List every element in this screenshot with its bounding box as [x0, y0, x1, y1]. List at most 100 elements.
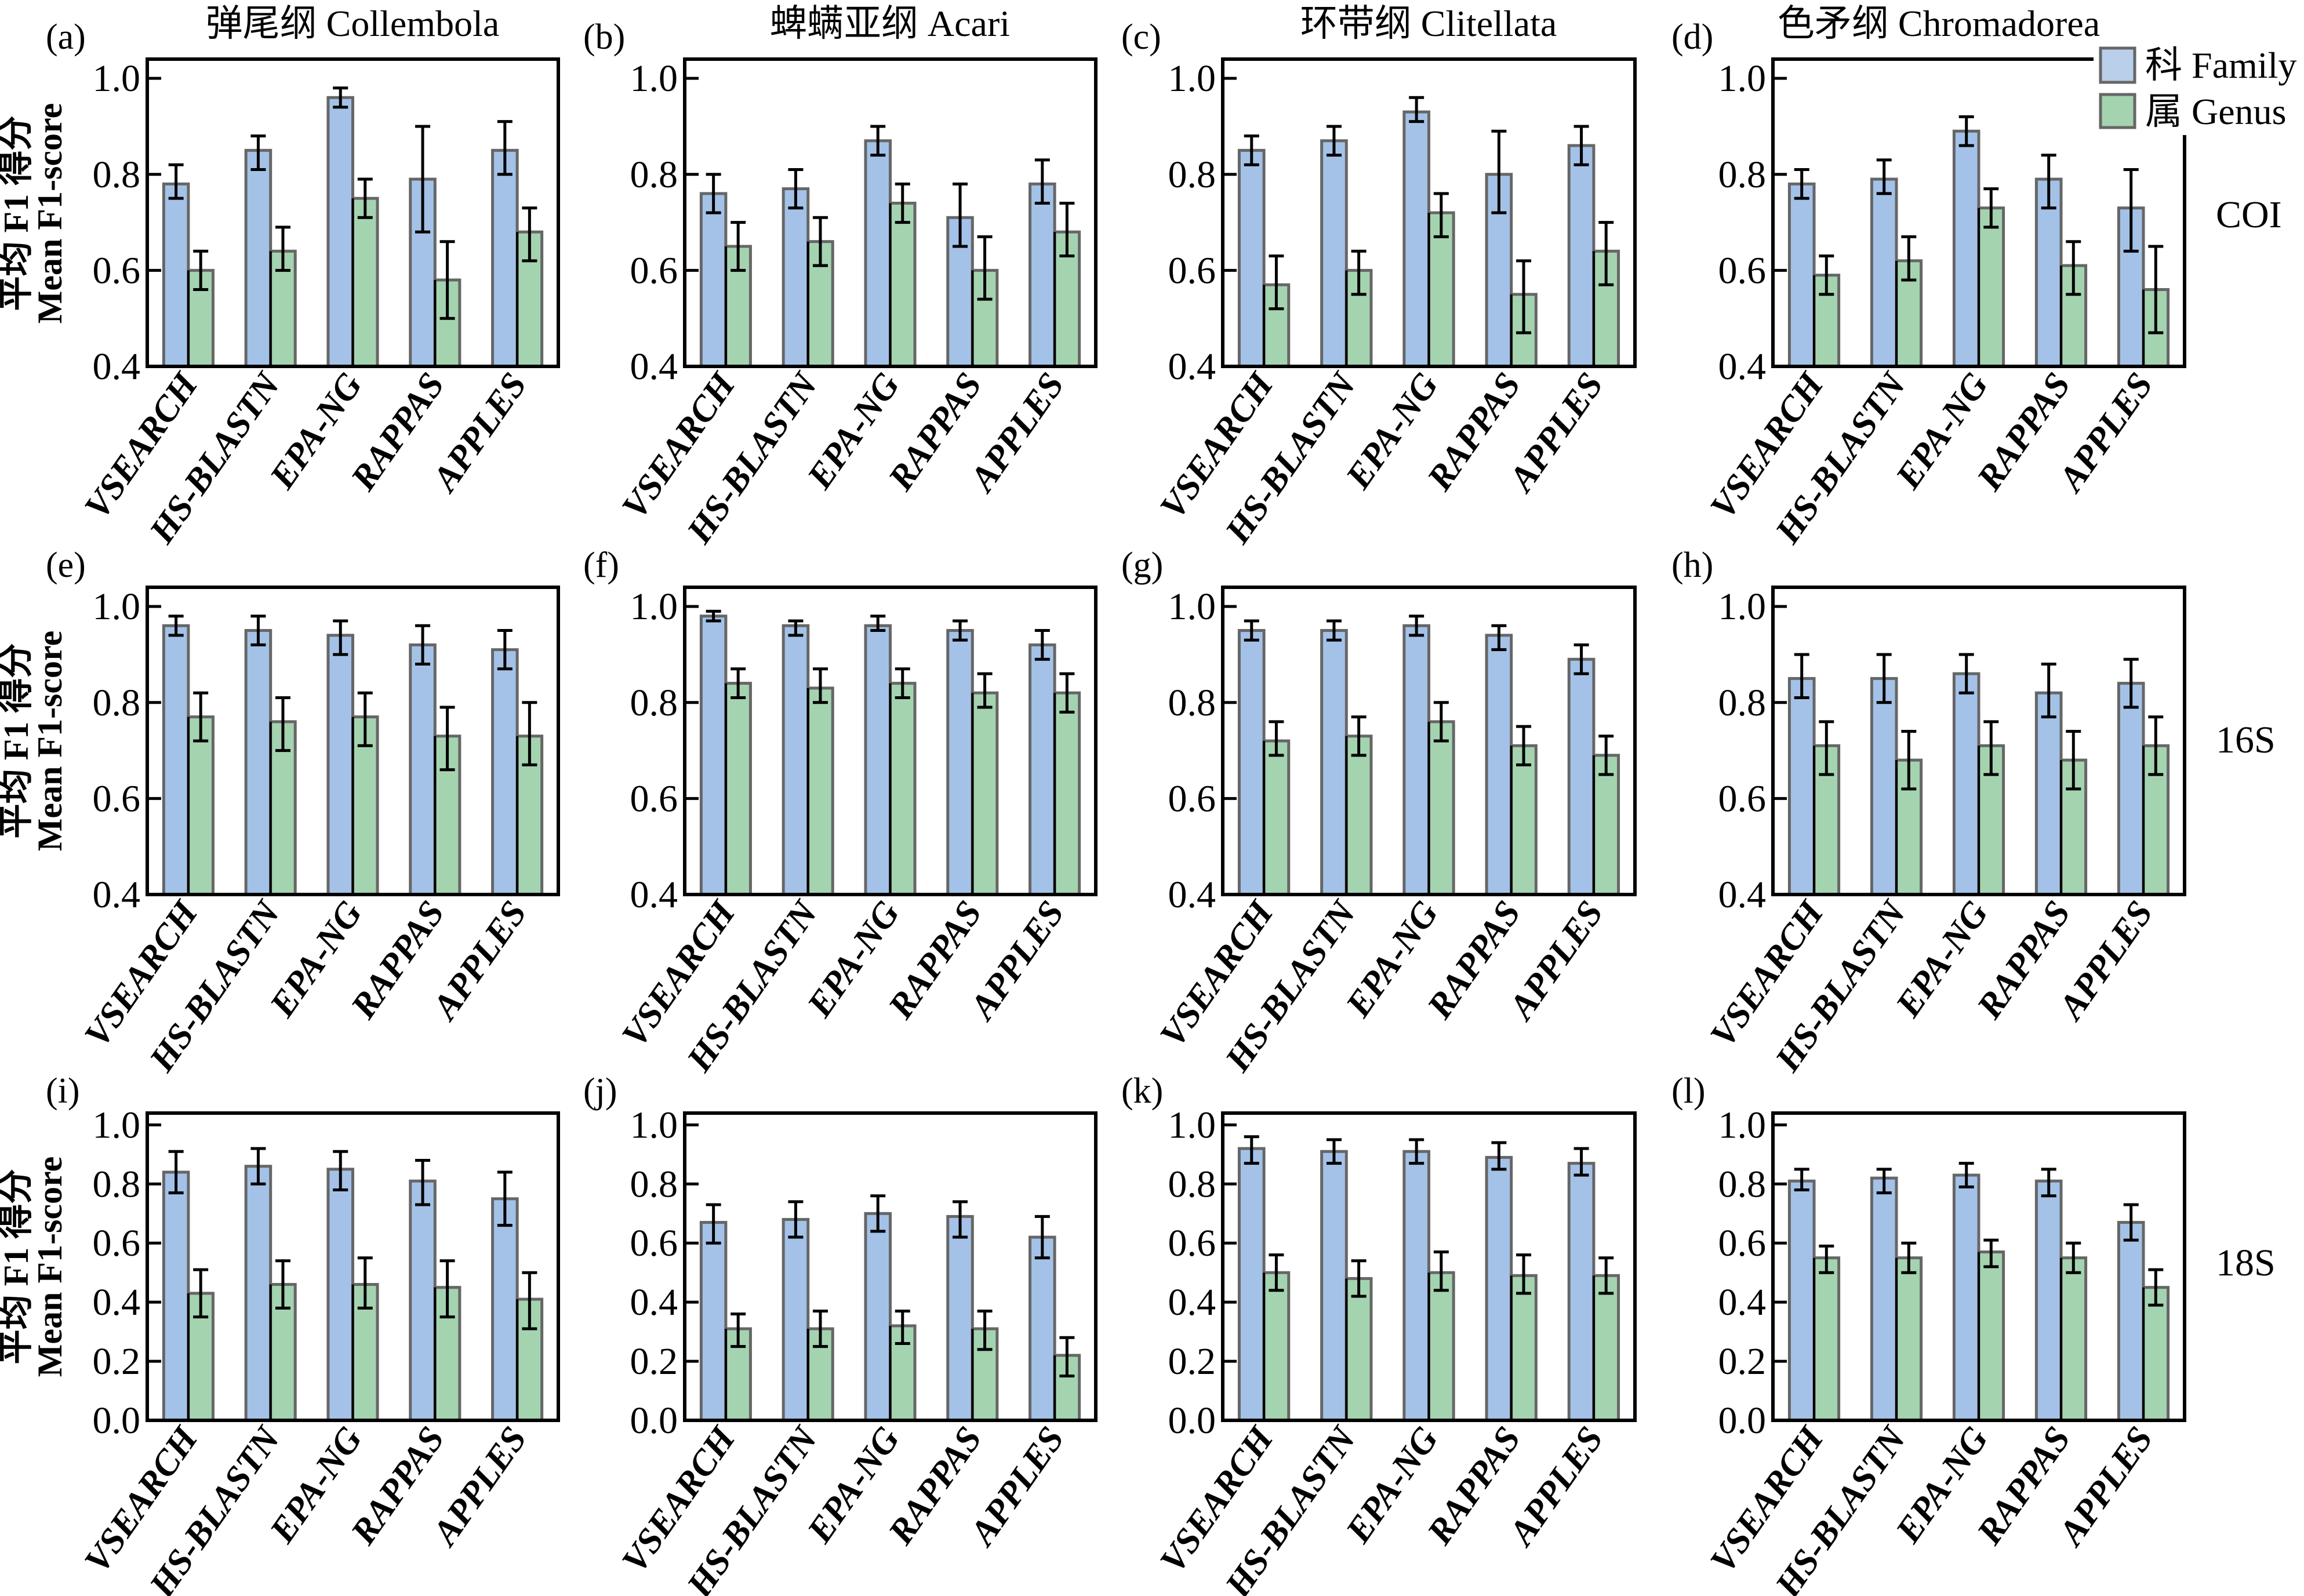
error-bar-family-vsearch — [1244, 619, 1259, 642]
y-tick-label: 0.8 — [1718, 154, 1767, 196]
error-bar-genus-vsearch — [1269, 720, 1284, 757]
error-bar-family-hs-blastn — [250, 615, 266, 646]
error-bar-genus-hs-blastn — [812, 667, 828, 704]
error-bar-genus-hs-blastn — [275, 1259, 290, 1310]
error-bar-genus-vsearch — [193, 249, 209, 291]
y-tick-label: 0.4 — [1718, 874, 1767, 916]
panel-letter: (f) — [583, 546, 619, 585]
plot-frame — [1221, 586, 1637, 896]
bar-genus-epa-ng — [1977, 206, 2005, 368]
panel-i: (i)0.00.20.40.60.81.0VSEARCHHS-BLASTNEPA… — [46, 1071, 560, 1596]
error-bar-family-apples — [497, 1170, 513, 1227]
error-bar-family-hs-blastn — [1876, 158, 1892, 195]
y-tick-label: 0.4 — [1718, 1281, 1767, 1324]
error-bar-family-vsearch — [706, 1203, 721, 1245]
error-bar-genus-hs-blastn — [275, 696, 290, 752]
error-bar-family-apples — [1034, 1215, 1050, 1260]
y-tick-label: 0.0 — [630, 1399, 678, 1442]
y-tick-label: 0.4 — [630, 874, 678, 916]
bar-family-epa-ng — [1952, 129, 1980, 368]
y-tick-label: 0.8 — [93, 1163, 141, 1205]
error-bar-genus-vsearch — [193, 691, 209, 743]
error-bar-family-vsearch — [706, 173, 721, 215]
panel-j: (j)0.00.20.40.60.81.0VSEARCHHS-BLASTNEPA… — [583, 1071, 1098, 1596]
bar-genus-vsearch — [724, 682, 752, 896]
error-bar-genus-epa-ng — [1433, 192, 1449, 238]
bar-family-epa-ng — [326, 1168, 355, 1422]
error-bar-family-rappas — [415, 125, 431, 234]
error-bar-genus-vsearch — [193, 1268, 209, 1319]
panel-letter: (i) — [46, 1071, 80, 1111]
bar-family-hs-blastn — [782, 1217, 810, 1422]
error-bar-genus-hs-blastn — [1901, 1241, 1917, 1274]
y-tick-label: 0.4 — [1168, 1281, 1216, 1324]
bar-family-hs-blastn — [1320, 629, 1348, 896]
error-bar-family-rappas — [1491, 1141, 1507, 1171]
error-bar-family-rappas — [415, 624, 431, 666]
ylabel-zh: 平均 F1 得分 — [0, 116, 35, 311]
bar-family-hs-blastn — [782, 187, 810, 368]
bar-family-rappas — [2034, 177, 2063, 368]
plot-frame — [146, 586, 560, 896]
bar-family-epa-ng — [1402, 1150, 1431, 1422]
error-bar-genus-rappas — [2066, 1241, 2081, 1274]
error-bar-genus-rappas — [1516, 259, 1532, 335]
error-bar-genus-hs-blastn — [1351, 715, 1367, 757]
bar-genus-epa-ng — [1977, 1250, 2005, 1422]
y-tick-label: 0.2 — [93, 1340, 141, 1383]
error-bar-genus-rappas — [439, 706, 455, 772]
error-bar-family-hs-blastn — [1326, 1138, 1342, 1165]
error-bar-family-vsearch — [1794, 1168, 1809, 1191]
y-tick-label: 1.0 — [1718, 586, 1767, 628]
bar-genus-vsearch — [187, 715, 215, 896]
bar-family-rappas — [1485, 1155, 1513, 1422]
bar-genus-apples — [2142, 1286, 2170, 1422]
legend-label-genus: 属 Genus — [2145, 91, 2287, 132]
error-bar-family-hs-blastn — [1326, 125, 1342, 157]
error-bar-family-hs-blastn — [1326, 619, 1342, 642]
error-bar-genus-epa-ng — [1983, 187, 1999, 229]
bar-family-apples — [1029, 1235, 1056, 1422]
y-tick-label: 0.2 — [1718, 1340, 1767, 1383]
error-bar-family-vsearch — [1244, 134, 1259, 166]
y-axis-label-row-1: 平均 F1 得分 Mean F1-score — [0, 103, 69, 323]
bar-family-rappas — [409, 1179, 437, 1422]
error-bar-family-epa-ng — [1409, 615, 1424, 637]
error-bar-genus-epa-ng — [1983, 1238, 1999, 1268]
error-bar-genus-hs-blastn — [812, 1309, 828, 1348]
error-bar-family-rappas — [2041, 663, 2056, 719]
error-bar-family-vsearch — [168, 163, 184, 200]
bar-genus-epa-ng — [1427, 1271, 1455, 1422]
y-tick-label: 0.4 — [93, 1281, 141, 1324]
y-tick-label: 1.0 — [1168, 57, 1216, 100]
y-tick-label: 0.4 — [93, 346, 141, 388]
error-bar-family-rappas — [1491, 129, 1507, 215]
column-title-acari: 蜱螨亚纲 Acari — [770, 3, 1010, 44]
bar-family-rappas — [1485, 634, 1513, 896]
row-label-18s: 18S — [2216, 1242, 2276, 1284]
error-bar-family-rappas — [1491, 624, 1507, 652]
y-tick-label: 0.6 — [630, 249, 678, 292]
error-bar-family-hs-blastn — [788, 1200, 804, 1239]
error-bar-family-epa-ng — [1409, 96, 1424, 123]
plot-frame — [146, 57, 560, 368]
bar-family-vsearch — [699, 1221, 728, 1422]
error-bar-genus-vsearch — [1269, 255, 1284, 311]
error-bar-family-vsearch — [1244, 1135, 1259, 1165]
bar-genus-apples — [1592, 754, 1620, 896]
panel-b: (b)0.40.60.81.0VSEARCHHS-BLASTNEPA-NGRAP… — [583, 17, 1098, 551]
error-bar-genus-rappas — [439, 1259, 455, 1319]
ylabel-en: Mean F1-score — [31, 631, 69, 851]
bar-family-vsearch — [1237, 148, 1266, 368]
row-label-16s: 16S — [2216, 719, 2276, 761]
bar-family-rappas — [946, 629, 974, 896]
bar-family-vsearch — [162, 182, 190, 368]
error-bar-genus-vsearch — [1819, 1244, 1834, 1274]
error-bar-family-apples — [1573, 125, 1589, 166]
error-bar-family-apples — [497, 629, 513, 671]
y-tick-label: 0.8 — [1168, 682, 1216, 724]
bar-family-apples — [491, 1197, 519, 1422]
error-bar-genus-epa-ng — [895, 667, 910, 699]
y-tick-label: 1.0 — [1168, 586, 1216, 628]
error-bar-genus-hs-blastn — [1351, 249, 1367, 296]
